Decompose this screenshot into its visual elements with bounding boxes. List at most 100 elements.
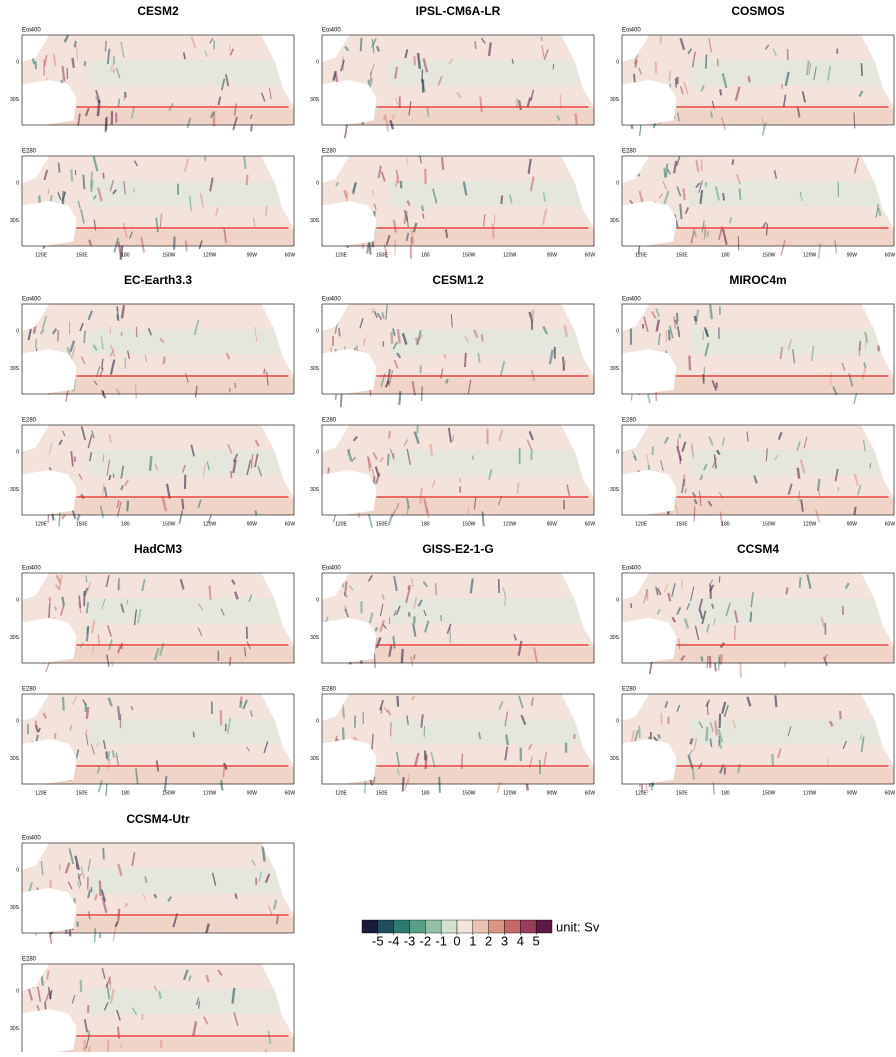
- map-streak: [720, 89, 721, 95]
- map-band: [390, 598, 580, 623]
- map-streak: [231, 471, 232, 478]
- map-streak: [36, 339, 37, 348]
- map-streak: [854, 507, 855, 515]
- map-streak: [103, 391, 104, 396]
- map-streak: [59, 163, 60, 173]
- lon-label: 150W: [162, 790, 175, 796]
- map-streak: [436, 583, 437, 595]
- map-streak: [748, 76, 749, 82]
- map-streak: [680, 204, 681, 219]
- map-streak: [735, 626, 736, 640]
- colorbar-box: [457, 920, 473, 933]
- lon-label: 60W: [285, 790, 296, 796]
- panel-label: Eoi400: [322, 297, 341, 303]
- lon-label: 120E: [35, 252, 47, 258]
- lon-label: 120E: [335, 790, 347, 796]
- map-streak: [442, 157, 443, 170]
- lon-label: 150E: [376, 790, 388, 796]
- lat-label: 30S: [10, 905, 20, 911]
- map-streak: [397, 696, 398, 707]
- map-streak: [660, 36, 661, 44]
- map-streak: [676, 78, 677, 88]
- map-streak: [540, 760, 541, 774]
- map-streak: [118, 1027, 119, 1039]
- lat-label: 0: [316, 718, 319, 724]
- map-streak: [402, 649, 403, 664]
- land-australia: [22, 80, 76, 125]
- map-streak: [679, 639, 680, 649]
- lat-label: 0: [16, 180, 19, 186]
- panel-label: Eoi400: [622, 28, 641, 34]
- map-streak: [494, 215, 495, 224]
- lon-label: 120E: [635, 790, 647, 796]
- lon-label: 120W: [803, 252, 816, 258]
- colorbar-label: -1: [435, 933, 447, 948]
- model-title: EC-Earth3.3: [124, 273, 192, 287]
- map-streak: [499, 579, 500, 593]
- lat-label: 0: [16, 867, 19, 873]
- lon-label: 90W: [547, 252, 558, 258]
- map-streak: [870, 463, 871, 469]
- land-australia: [622, 80, 676, 125]
- map-streak: [83, 175, 84, 189]
- map-streak: [163, 356, 164, 364]
- map-streak: [106, 751, 107, 758]
- map-streak: [723, 193, 724, 200]
- land-australia: [322, 618, 376, 663]
- map-streak: [182, 499, 183, 510]
- map-streak: [399, 391, 400, 405]
- map-streak: [230, 657, 231, 666]
- map-streak: [483, 512, 484, 527]
- map-streak: [772, 754, 773, 766]
- map-streak: [389, 514, 392, 525]
- map-streak: [678, 439, 679, 448]
- map-streak: [193, 732, 194, 738]
- map-streak: [105, 41, 106, 52]
- map-streak: [860, 341, 861, 351]
- panel-label: E280: [322, 418, 337, 424]
- map-streak: [775, 695, 776, 707]
- colorbar-box: [505, 920, 521, 933]
- lat-label: 0: [16, 449, 19, 455]
- map-streak: [541, 37, 542, 41]
- colorbar-box: [520, 920, 536, 933]
- panel-label: E280: [322, 149, 337, 155]
- colorbar-box: [378, 920, 394, 933]
- map-streak: [251, 124, 252, 131]
- map-streak: [154, 894, 156, 898]
- lon-label: 120W: [203, 521, 216, 527]
- map-streak: [84, 1040, 85, 1050]
- map-streak: [446, 379, 447, 383]
- lon-label: 180: [121, 790, 130, 796]
- lat-label: 30S: [10, 218, 20, 224]
- lon-label: 90W: [847, 521, 858, 527]
- map-streak: [109, 475, 110, 480]
- lon-label: 180: [721, 790, 730, 796]
- map-streak: [45, 1002, 46, 1010]
- map-band: [690, 181, 880, 206]
- panel-label: Eoi400: [22, 28, 41, 34]
- lat-label: 30S: [610, 756, 620, 762]
- colorbar-label: 1: [469, 933, 476, 948]
- lat-label: 30S: [610, 487, 620, 493]
- map-streak: [462, 754, 463, 769]
- map-streak: [506, 735, 508, 746]
- map-band: [690, 598, 880, 623]
- map-streak: [414, 56, 415, 65]
- map-streak: [372, 734, 373, 749]
- map-band: [390, 450, 580, 475]
- lat-label: 30S: [10, 1026, 20, 1032]
- land-australia: [22, 201, 76, 246]
- lon-label: 180: [721, 252, 730, 258]
- lon-label: 120W: [503, 252, 516, 258]
- lon-label: 180: [421, 252, 430, 258]
- map-streak: [106, 783, 107, 795]
- map-streak: [135, 384, 136, 399]
